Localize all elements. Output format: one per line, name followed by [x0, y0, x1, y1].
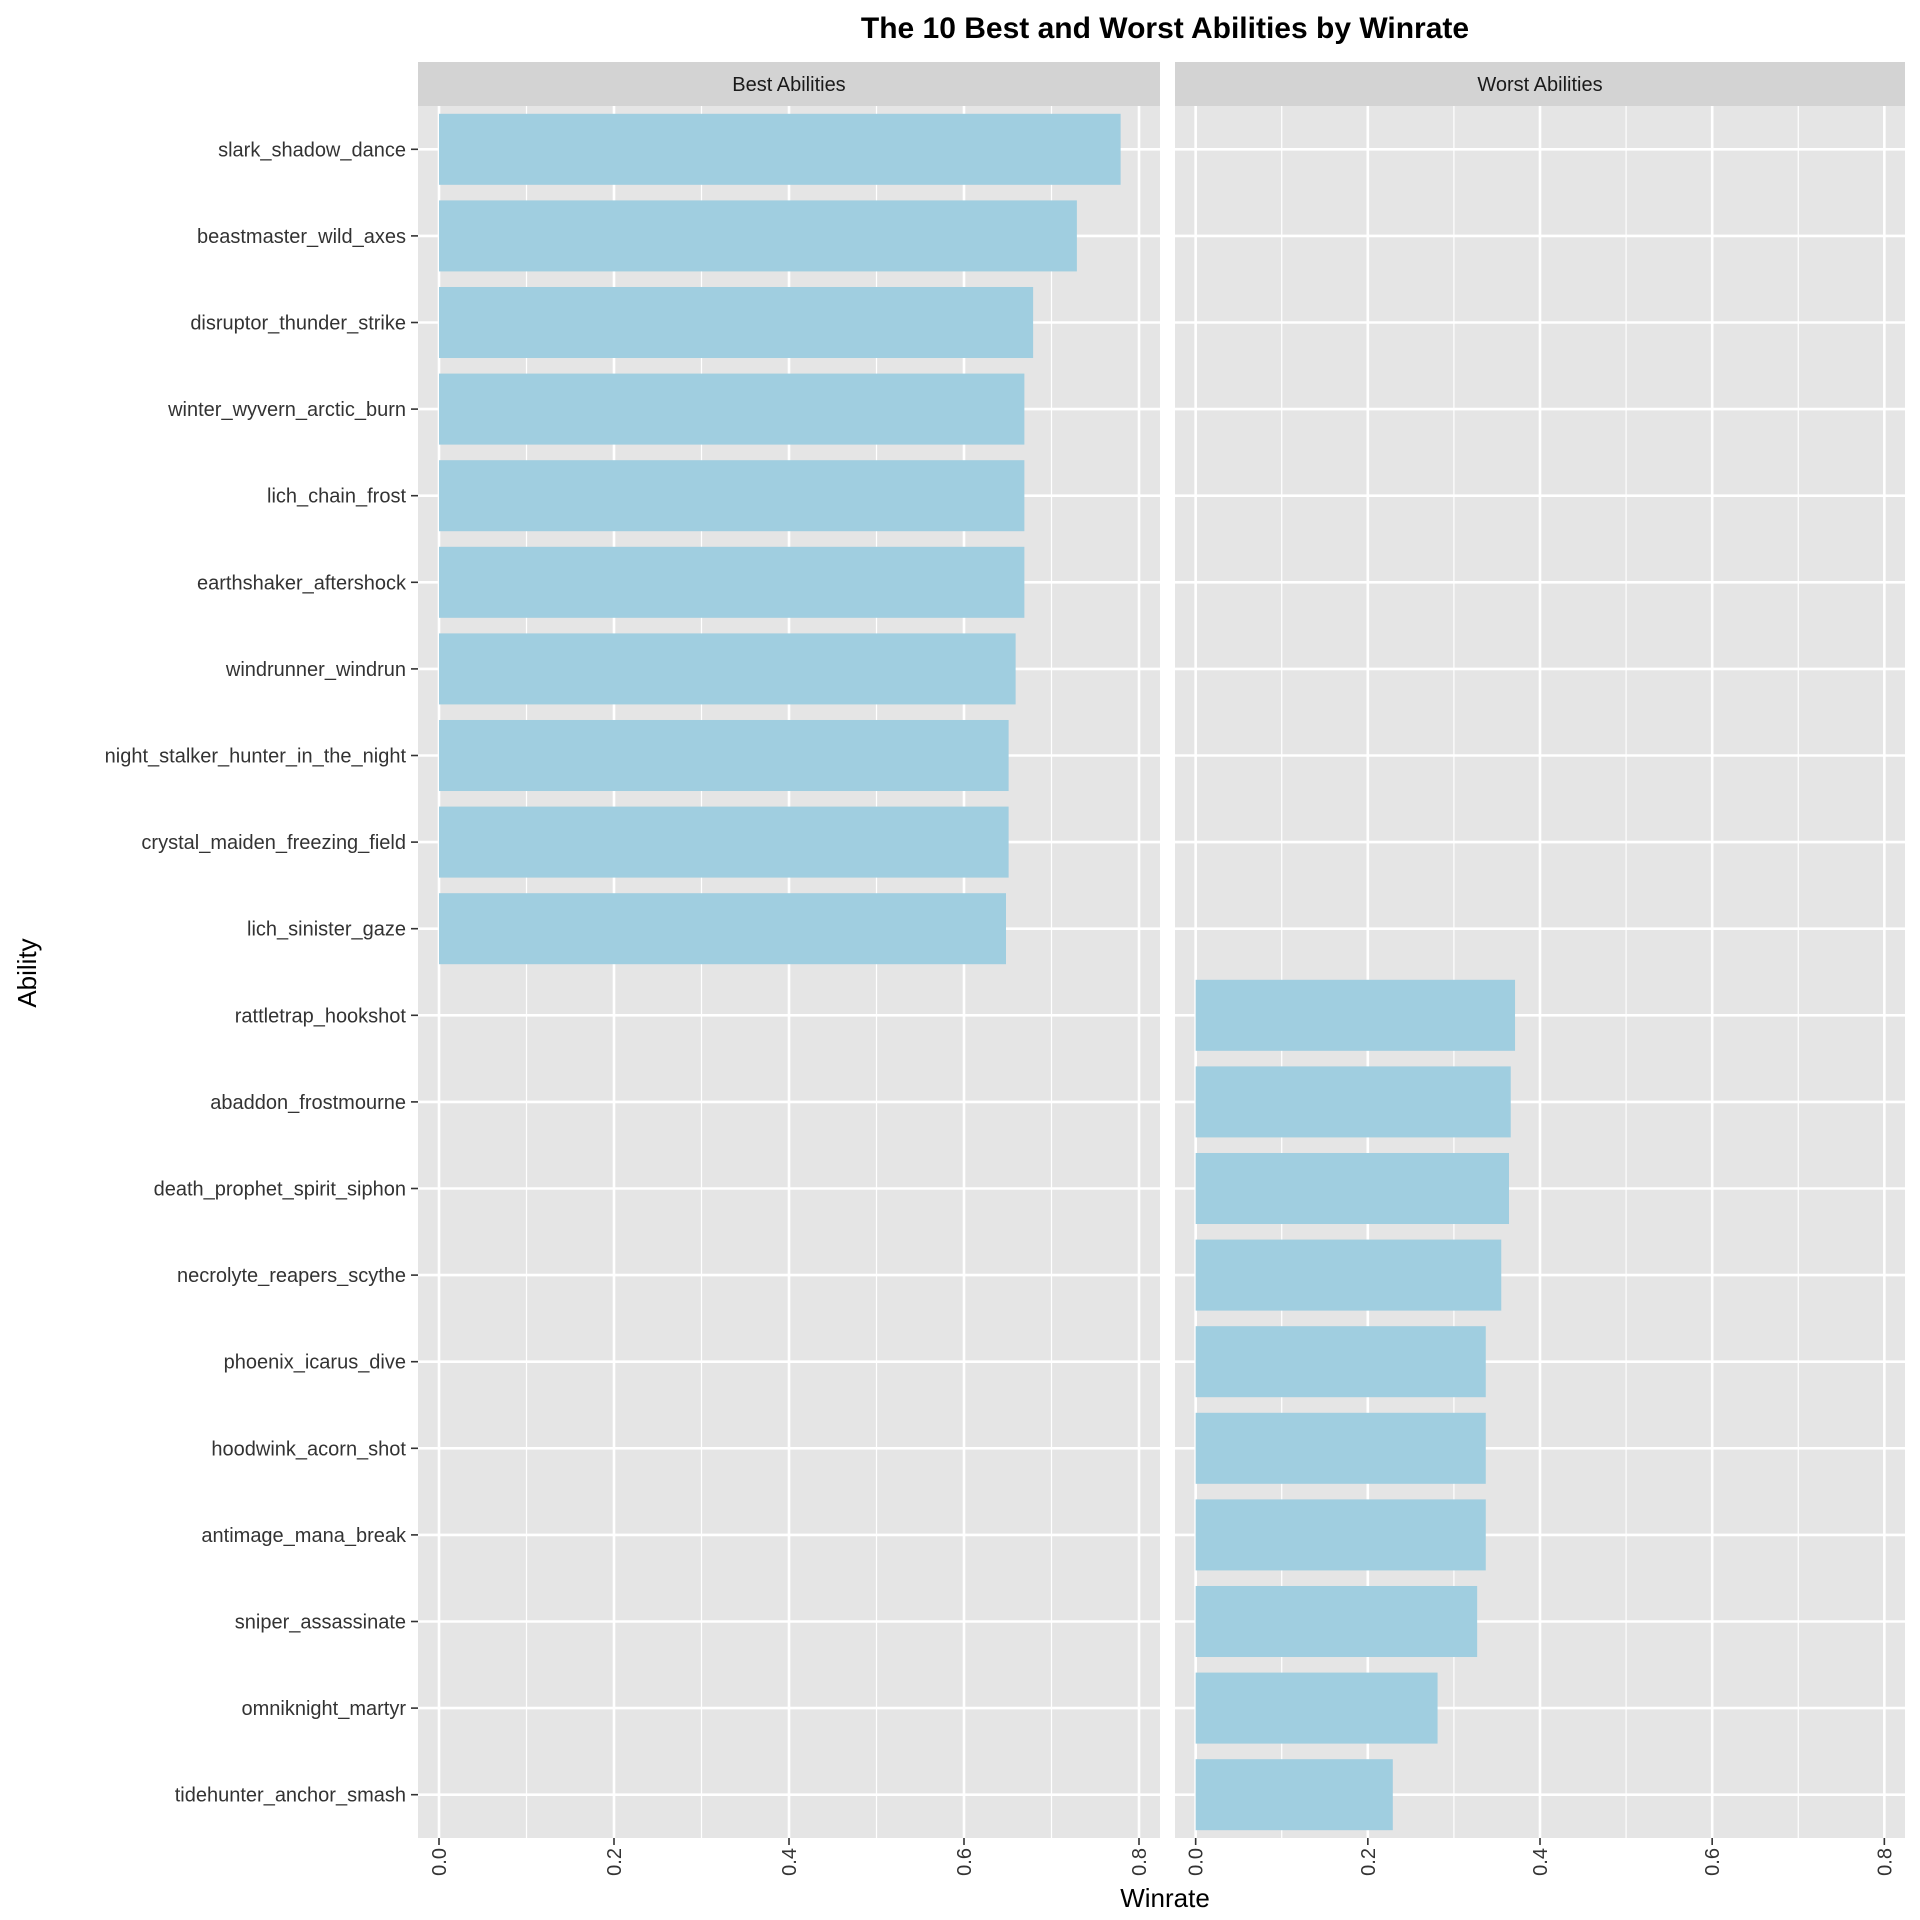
y-tick-label: lich_chain_frost: [267, 486, 406, 508]
bar: [1195, 1412, 1486, 1484]
y-tick-label: slark_shadow_dance: [218, 139, 406, 161]
bar: [439, 806, 1009, 878]
bar: [439, 200, 1077, 272]
bar: [1195, 979, 1516, 1051]
y-tick-label: disruptor_thunder_strike: [190, 313, 406, 335]
y-tick-label: sniper_assassinate: [235, 1612, 406, 1634]
bar: [1195, 1066, 1511, 1138]
facet-strip-label: Worst Abilities: [1477, 74, 1602, 96]
y-tick-label: earthshaker_aftershock: [197, 572, 407, 594]
x-axis-title: Winrate: [1120, 1883, 1210, 1913]
bar: [1195, 1585, 1478, 1658]
x-tick-label: 0.2: [1358, 1848, 1380, 1876]
bar: [439, 286, 1034, 359]
facet-strip: [1175, 62, 1905, 106]
x-tick-label: 0.4: [779, 1848, 801, 1876]
bar: [439, 373, 1025, 445]
y-tick-label: winter_wyvern_arctic_burn: [167, 399, 406, 421]
bar: [439, 113, 1121, 185]
y-tick-label: night_stalker_hunter_in_the_night: [105, 746, 407, 768]
y-tick-label: death_prophet_spirit_siphon: [154, 1179, 406, 1201]
x-tick-label: 0.6: [1702, 1848, 1724, 1876]
bar: [439, 546, 1025, 618]
bar: [439, 633, 1016, 705]
bar: [1195, 1759, 1393, 1831]
y-tick-label: rattletrap_hookshot: [235, 1005, 407, 1027]
y-tick-label: antimage_mana_break: [201, 1525, 407, 1547]
bar: [439, 719, 1009, 792]
y-tick-label: phoenix_icarus_dive: [224, 1352, 406, 1374]
bar: [439, 460, 1025, 532]
y-axis-title: Ability: [12, 938, 42, 1007]
y-tick-label: omniknight_martyr: [241, 1698, 406, 1720]
plot-area: Best Abilities 0.0 0.2 0.4 0.6 0.8 Worst Abili…: [105, 62, 1905, 1876]
y-tick-label: hoodwink_acorn_shot: [211, 1438, 406, 1460]
y-tick-label: beastmaster_wild_axes: [197, 226, 406, 248]
y-tick-label: abaddon_frostmourne: [210, 1092, 406, 1114]
bar: [439, 893, 1006, 965]
y-tick-label: necrolyte_reapers_scythe: [177, 1265, 406, 1287]
y-tick-label: lich_sinister_gaze: [247, 919, 406, 941]
x-tick-label: 0.0: [1186, 1848, 1208, 1876]
facet-strip: [418, 62, 1160, 106]
facet-strip-label: Best Abilities: [732, 74, 845, 96]
bar: [1195, 1152, 1510, 1225]
bar: [1195, 1326, 1486, 1398]
y-tick-label: tidehunter_anchor_smash: [175, 1785, 406, 1807]
y-tick-label: crystal_maiden_freezing_field: [141, 832, 406, 854]
x-tick-label: 0.6: [954, 1848, 976, 1876]
x-tick-label: 0.4: [1530, 1848, 1552, 1876]
x-tick-label: 0.2: [604, 1848, 626, 1876]
x-tick-label: 0.8: [1874, 1848, 1896, 1876]
x-tick-label: 0.8: [1129, 1848, 1151, 1876]
bar: [1195, 1672, 1438, 1744]
bar: [1195, 1499, 1486, 1571]
x-tick-label: 0.0: [429, 1848, 451, 1876]
bar: [1195, 1239, 1502, 1311]
chart-title: The 10 Best and Worst Abilities by Winra…: [861, 12, 1469, 45]
y-tick-label: windrunner_windrun: [225, 659, 406, 681]
